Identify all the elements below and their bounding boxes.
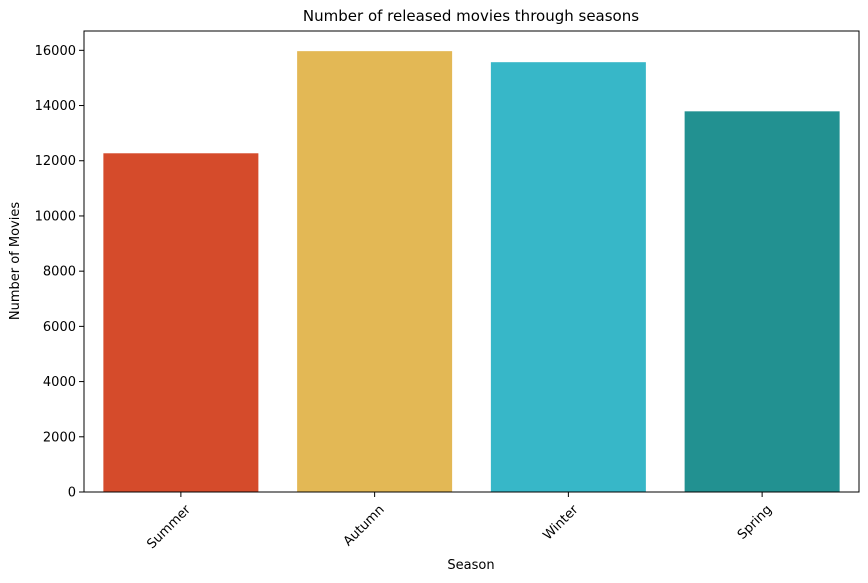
y-tick-label: 10000	[35, 209, 76, 224]
x-axis: Summer Autumn Winter Spring	[144, 492, 775, 552]
y-tick-label: 6000	[43, 320, 76, 335]
y-tick-label: 4000	[43, 375, 76, 390]
bar-autumn	[297, 51, 453, 493]
x-tick-label: Winter	[541, 502, 582, 543]
x-tick-label: Autumn	[341, 502, 388, 549]
y-tick-label: 14000	[35, 99, 76, 114]
chart-title: Number of released movies through season…	[303, 7, 639, 25]
y-axis-label: Number of Movies	[8, 202, 23, 320]
y-tick-label: 8000	[43, 265, 76, 280]
bar-spring	[684, 111, 840, 492]
x-axis-label: Season	[447, 558, 494, 573]
bar-winter	[490, 62, 646, 492]
y-axis: 0 2000 4000 6000 8000 10000 12000 14000 16000	[35, 44, 84, 501]
x-tick-label: Spring	[735, 502, 775, 542]
y-tick-label: 0	[68, 486, 76, 501]
x-tick-label: Summer	[144, 502, 194, 552]
y-tick-label: 16000	[35, 44, 76, 59]
bar-summer	[103, 153, 259, 492]
y-tick-label: 12000	[35, 154, 76, 169]
plot-frame	[83, 30, 860, 493]
y-tick-label: 2000	[43, 430, 76, 445]
bars-layer	[103, 51, 840, 493]
